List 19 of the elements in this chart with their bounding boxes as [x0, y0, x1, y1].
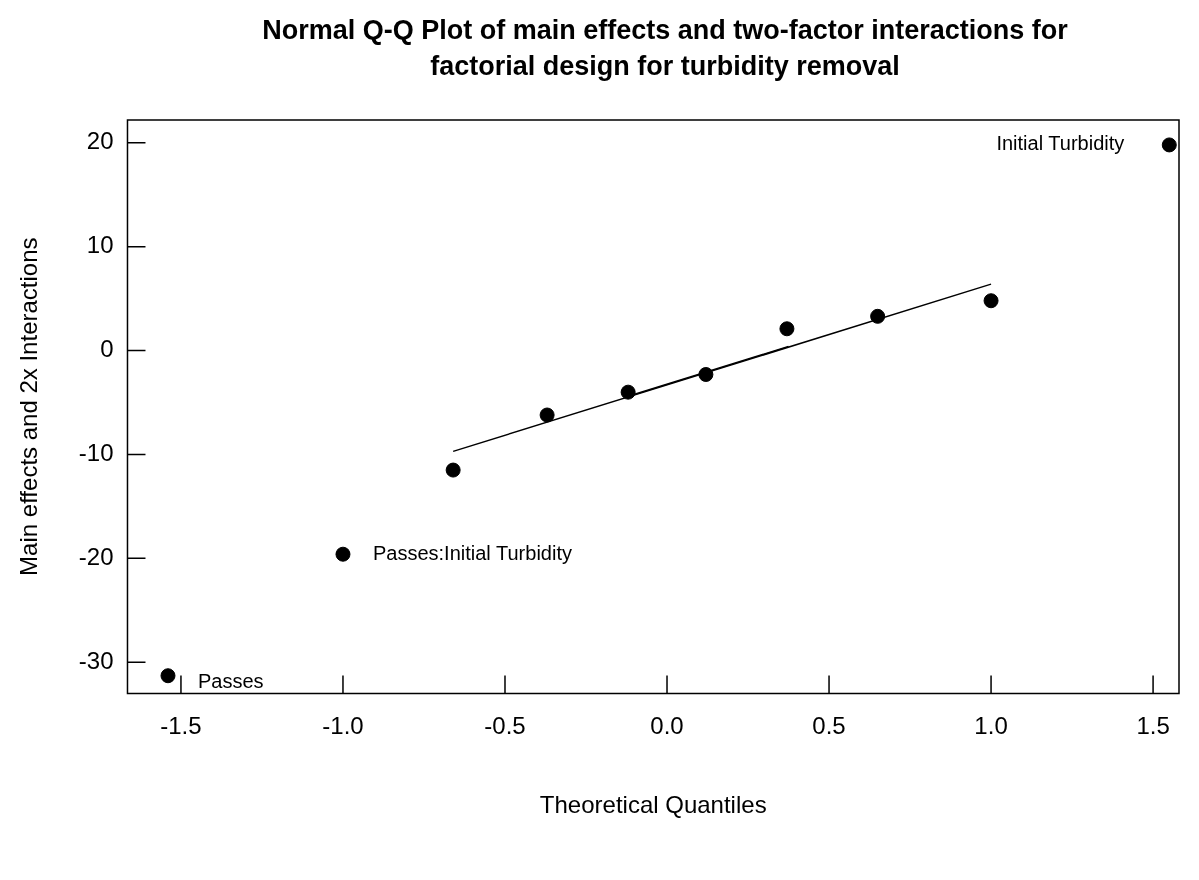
x-tick-label: 1.5 [1136, 712, 1170, 740]
x-tick-label: -1.0 [322, 712, 364, 740]
y-tick-label: 10 [86, 231, 114, 259]
x-tick-label: 1.0 [974, 712, 1008, 740]
y-tick-label: 0 [100, 335, 114, 363]
annotation: Initial Turbidity [996, 132, 1125, 155]
x-tick-label: -0.5 [484, 712, 526, 740]
x-axis-title: Theoretical Quantiles [539, 791, 767, 819]
annotation: Passes:Initial Turbidity [372, 541, 572, 564]
y-tick-label: 20 [86, 127, 114, 155]
x-tick-label: 0.0 [650, 712, 684, 740]
x-tick-label: -1.5 [160, 712, 202, 740]
chart-title: Normal Q-Q Plot of main effects and two-factor interactions for factorial design for turbidity removal [261, 14, 1069, 83]
y-tick-label: -10 [78, 439, 114, 467]
x-tick-label: 0.5 [812, 712, 846, 740]
y-tick-label: -30 [78, 646, 114, 674]
y-tick-label: -20 [78, 542, 114, 570]
annotation: Passes [197, 670, 264, 693]
y-axis-title: Main effects and 2x Interactions [15, 237, 43, 576]
